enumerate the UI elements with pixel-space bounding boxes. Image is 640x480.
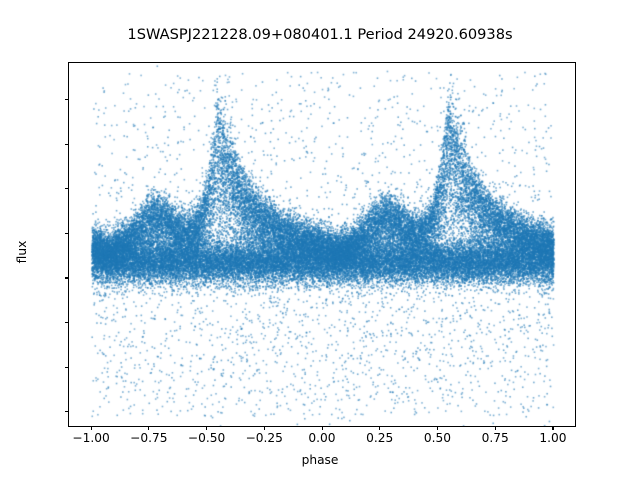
x-tick-label: 0.00 bbox=[308, 431, 336, 445]
x-tick-label: −0.25 bbox=[245, 431, 283, 445]
y-tick-mark bbox=[64, 277, 69, 279]
x-tick-label: −1.00 bbox=[72, 431, 110, 445]
x-tick-mark bbox=[552, 426, 554, 430]
x-axis-label: phase bbox=[301, 453, 339, 467]
y-tick-mark bbox=[64, 322, 69, 324]
y-axis-label: flux bbox=[15, 240, 29, 263]
x-tick-label: 1.00 bbox=[539, 431, 567, 445]
y-tick-mark bbox=[64, 366, 69, 368]
x-tick-label: −0.50 bbox=[187, 431, 226, 445]
x-tick-label: 0.25 bbox=[366, 431, 394, 445]
x-tick-label: −0.75 bbox=[130, 431, 168, 445]
x-tick-mark bbox=[263, 426, 265, 430]
y-tick-mark bbox=[64, 188, 69, 190]
x-tick-label: 0.75 bbox=[481, 431, 509, 445]
y-tick-mark bbox=[64, 143, 69, 145]
x-tick-mark bbox=[90, 426, 92, 430]
x-tick-mark bbox=[321, 426, 323, 430]
x-tick-label: 0.50 bbox=[423, 431, 452, 445]
y-tick-mark bbox=[64, 411, 69, 413]
x-tick-mark bbox=[436, 426, 439, 430]
scatter-plot-canvas bbox=[69, 63, 575, 426]
y-tick-mark bbox=[64, 232, 69, 234]
x-tick-mark bbox=[206, 426, 208, 430]
y-tick-mark bbox=[64, 98, 69, 101]
x-tick-mark bbox=[494, 426, 496, 430]
x-tick-mark bbox=[148, 426, 150, 430]
plot-axes bbox=[68, 62, 576, 427]
x-tick-mark bbox=[379, 426, 381, 430]
chart-title: 1SWASPJ221228.09+080401.1 Period 24920.6… bbox=[127, 26, 513, 43]
